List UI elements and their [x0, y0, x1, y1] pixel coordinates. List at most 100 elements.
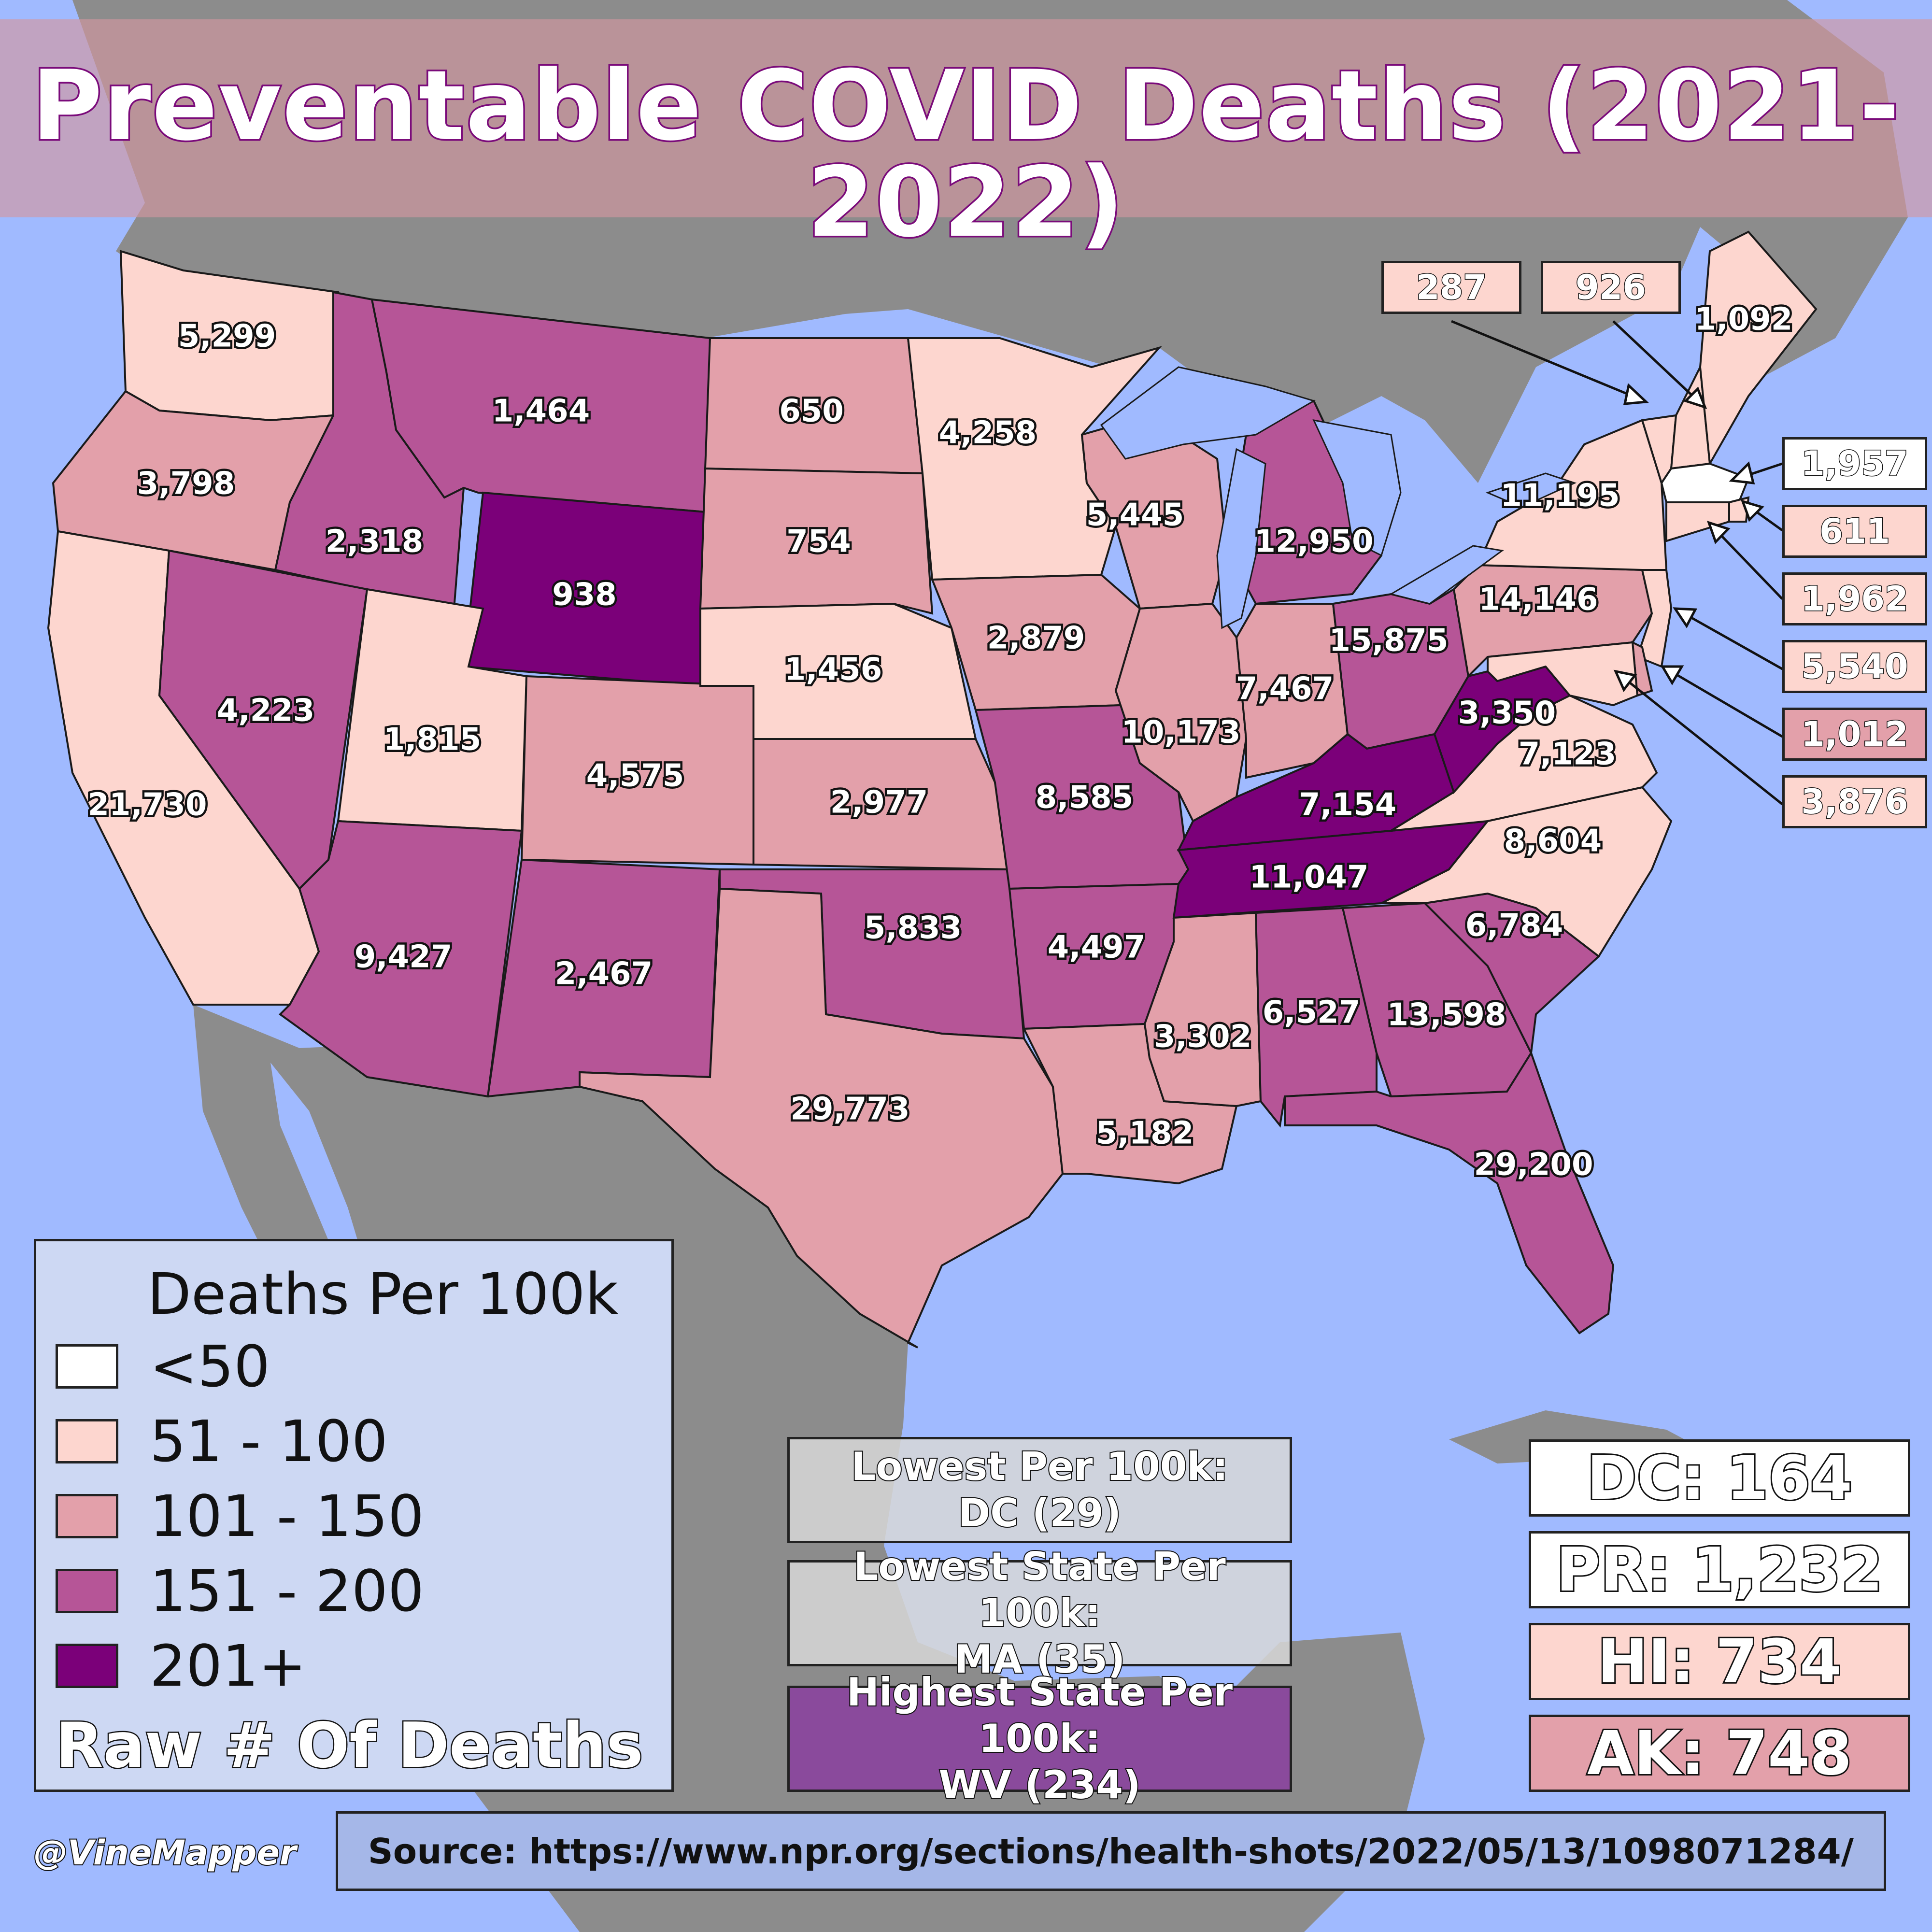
arrowhead-md [1613, 669, 1637, 692]
lake-superior [1100, 366, 1316, 460]
state-label-nv: 4,223 [217, 693, 314, 729]
legend-label-5: 201+ [150, 1633, 307, 1699]
state-label-nd: 650 [779, 394, 844, 429]
state-label-ks: 2,977 [830, 785, 928, 821]
state-az [278, 820, 523, 1098]
state-label-ok: 5,833 [864, 910, 962, 946]
arrow-ct [1719, 533, 1783, 600]
legend-label-2: 51 - 100 [150, 1408, 388, 1475]
page-title: Preventable COVID Deaths (2021-2022) [30, 50, 1901, 259]
callout-nh: 926 [1541, 261, 1681, 314]
stat-lowest-state-line2: MA (35) [953, 1636, 1126, 1683]
arrow-vt [1451, 320, 1633, 398]
legend-label-3: 101 - 150 [150, 1483, 425, 1549]
callout-ma: 1,957 [1782, 437, 1927, 490]
state-label-sc: 6,784 [1465, 908, 1563, 944]
stat-lowest-state: Lowest State Per 100k: MA (35) [787, 1543, 1292, 1683]
arrowhead-nh [1683, 386, 1707, 410]
state-label-ky: 7,154 [1299, 787, 1396, 823]
state-label-mt: 1,464 [492, 394, 590, 429]
stat-highest-state: Highest State Per 100k: WV (234) [787, 1669, 1292, 1808]
state-label-mo: 8,585 [1036, 780, 1133, 816]
state-label-al: 6,527 [1263, 995, 1360, 1031]
state-label-pa: 14,146 [1479, 582, 1598, 618]
arrow-de [1674, 672, 1783, 738]
state-label-wv: 3,350 [1458, 696, 1556, 731]
state-label-wa: 5,299 [178, 319, 276, 355]
callout-md: 3,876 [1782, 775, 1927, 828]
legend-title: Deaths Per 100k [147, 1261, 618, 1327]
state-label-fl: 29,200 [1474, 1147, 1593, 1183]
territory-hi: HI: 734 [1529, 1623, 1910, 1700]
state-label-ms: 3,302 [1154, 1019, 1251, 1055]
state-label-tn: 11,047 [1250, 860, 1369, 895]
legend-row-4: 151 - 200 [56, 1558, 424, 1624]
source-citation: Source: https://www.npr.org/sections/hea… [336, 1811, 1886, 1891]
state-label-mn: 4,258 [939, 415, 1037, 451]
stat-lowest-per100k-line2: DC (29) [957, 1490, 1122, 1536]
state-label-or: 3,798 [137, 466, 235, 502]
state-label-tx: 29,773 [791, 1092, 910, 1127]
state-label-co: 4,575 [586, 758, 684, 794]
legend-swatch-4 [56, 1569, 118, 1613]
territory-ak: AK: 748 [1529, 1715, 1910, 1792]
legend-subtitle: Raw # Of Deaths [55, 1709, 645, 1783]
state-label-oh: 15,875 [1329, 623, 1449, 659]
state-label-la: 5,182 [1096, 1116, 1193, 1151]
callout-de: 1,012 [1782, 708, 1927, 761]
state-label-ne: 1,456 [784, 652, 882, 688]
stat-lowest-per100k-line1: Lowest Per 100k: [850, 1443, 1229, 1490]
arrowhead-ma [1729, 461, 1755, 484]
state-label-va: 7,123 [1519, 737, 1616, 772]
state-label-nc: 8,604 [1504, 824, 1602, 859]
state-ma [1660, 462, 1750, 503]
state-tx [579, 887, 1064, 1349]
state-label-ca: 21,730 [88, 787, 207, 823]
state-label-in: 7,467 [1236, 671, 1334, 707]
arrow-nj [1687, 614, 1783, 670]
legend-swatch-5 [56, 1644, 118, 1688]
author-credit: @VineMapper [33, 1832, 297, 1874]
callout-ri: 611 [1782, 505, 1927, 558]
state-label-me: 1,092 [1695, 302, 1792, 338]
legend-label-4: 151 - 200 [150, 1558, 425, 1624]
stat-lowest-state-line1: Lowest State Per 100k: [852, 1543, 1226, 1636]
lake-erie [1389, 545, 1504, 605]
state-label-mi: 12,950 [1254, 524, 1374, 560]
labels-layer: 5,299 3,798 21,730 2,318 4,223 1,464 938 1,815 9… [85, 299, 1795, 1185]
arrowhead-vt [1623, 383, 1649, 405]
state-label-wy: 938 [552, 577, 617, 613]
state-label-az: 9,427 [355, 939, 452, 975]
lake-huron [1312, 419, 1402, 557]
arrowhead-ri [1740, 499, 1764, 522]
lake-ontario [1485, 472, 1577, 508]
callout-arrows [1451, 320, 1783, 805]
legend-swatch-3 [56, 1494, 118, 1538]
state-label-nm: 2,467 [555, 956, 653, 992]
territory-dc: DC: 164 [1529, 1439, 1910, 1517]
arrow-md [1627, 680, 1783, 805]
callout-ct: 1,962 [1782, 572, 1927, 625]
stat-highest-state-line2: WV (234) [938, 1762, 1141, 1808]
state-label-il: 10,173 [1122, 715, 1241, 751]
state-label-id: 2,318 [326, 524, 423, 560]
callout-vt: 287 [1381, 261, 1521, 314]
stat-lowest-per100k: Lowest Per 100k: DC (29) [787, 1437, 1292, 1543]
legend-swatch-1 [56, 1344, 118, 1389]
arrowhead-de [1660, 665, 1684, 685]
lake-michigan [1216, 448, 1266, 629]
legend-row-2: 51 - 100 [56, 1408, 388, 1475]
legend-label-1: <50 [150, 1333, 270, 1400]
legend-row-3: 101 - 150 [56, 1483, 424, 1549]
state-ct [1665, 501, 1730, 542]
state-md [1487, 641, 1639, 707]
arrow-nh [1612, 320, 1696, 399]
legend-swatch-2 [56, 1419, 118, 1463]
state-label-ia: 2,879 [987, 621, 1085, 656]
legend-row-5: 201+ [56, 1633, 306, 1699]
arrowhead-ct [1706, 521, 1731, 544]
state-label-ut: 1,815 [384, 722, 481, 758]
state-label-ny: 11,195 [1501, 478, 1620, 514]
state-label-ga: 13,598 [1387, 997, 1506, 1033]
